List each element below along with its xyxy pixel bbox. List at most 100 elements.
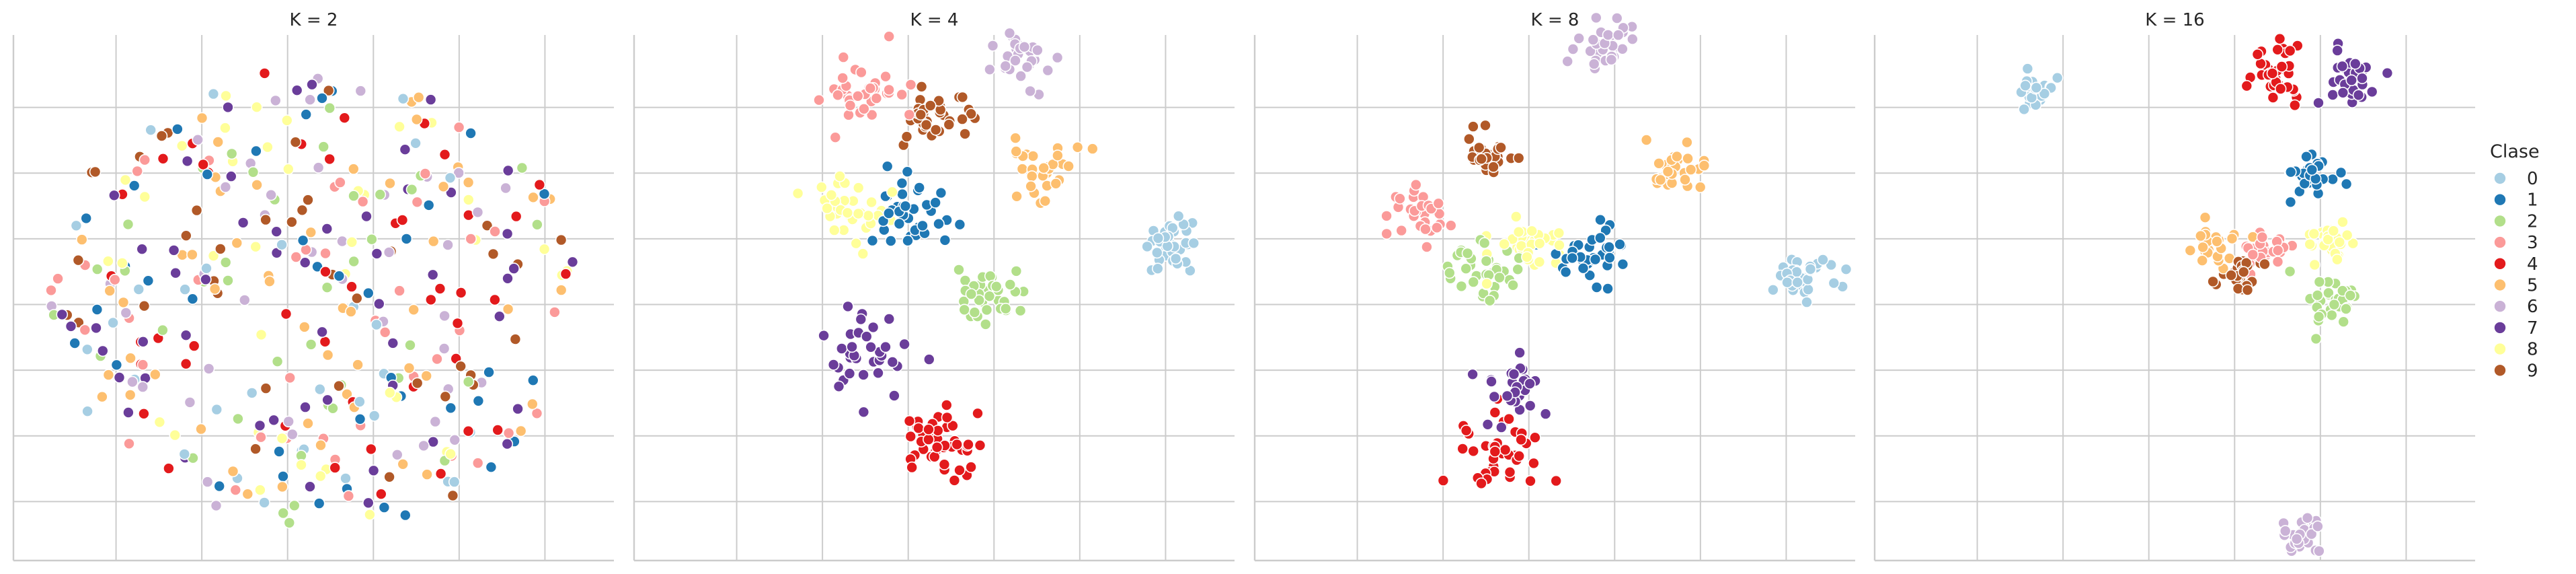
scatter-point-class-6 — [1616, 43, 1629, 55]
scatter-point-class-7 — [2327, 89, 2339, 101]
scatter-point-class-9 — [943, 118, 955, 131]
panel-title: K = 4 — [910, 10, 959, 30]
scatter-point-class-9 — [2241, 284, 2254, 296]
scatter-point-class-1 — [866, 234, 879, 247]
scatter-point-class-0 — [258, 497, 270, 509]
scatter-point-class-7 — [370, 248, 383, 260]
scatter-point-class-2 — [1507, 279, 1519, 291]
scatter-point-class-3 — [255, 431, 267, 443]
scatter-point-class-1 — [933, 217, 945, 230]
scatter-point-class-1 — [1594, 231, 1606, 244]
scatter-point-class-1 — [354, 412, 366, 425]
scatter-point-class-9 — [72, 254, 85, 266]
scatter-point-class-1 — [2300, 151, 2312, 163]
scatter-point-class-8 — [852, 182, 865, 194]
scatter-point-class-2 — [1014, 304, 1027, 317]
scatter-point-class-4 — [974, 439, 986, 452]
scatter-point-class-8 — [852, 207, 865, 220]
scatter-point-class-7 — [387, 337, 399, 349]
grid — [1255, 35, 1855, 561]
scatter-point-class-2 — [91, 263, 104, 275]
scatter-point-class-8 — [2304, 238, 2316, 250]
scatter-point-class-7 — [501, 227, 514, 240]
scatter-point-class-3 — [319, 247, 331, 260]
scatter-point-class-3 — [356, 195, 369, 208]
scatter-point-class-6 — [1573, 32, 1585, 44]
scatter-point-class-2 — [247, 166, 260, 178]
scatter-point-class-4 — [2284, 44, 2296, 57]
scatter-point-class-1 — [273, 445, 285, 458]
scatter-point-class-4 — [962, 438, 974, 451]
scatter-point-class-9 — [1475, 153, 1487, 165]
scatter-point-class-5 — [1694, 181, 1707, 194]
scatter-point-class-8 — [314, 470, 327, 482]
legend-marker — [2493, 342, 2507, 356]
scatter-point-class-6 — [201, 476, 214, 488]
legend-marker — [2493, 363, 2507, 378]
scatter-point-class-3 — [549, 306, 561, 318]
scatter-point-class-0 — [448, 476, 461, 488]
scatter-point-class-0 — [276, 238, 288, 251]
scatter-point-class-6 — [202, 363, 215, 375]
scatter-point-class-8 — [2337, 216, 2349, 228]
scatter-point-class-6 — [265, 188, 277, 201]
scatter-point-class-7 — [1481, 418, 1494, 431]
scatter-point-class-1 — [483, 366, 495, 378]
scatter-point-class-4 — [451, 317, 464, 330]
scatter-point-class-6 — [192, 133, 204, 146]
scatter-point-class-6 — [986, 40, 999, 52]
scatter-point-class-2 — [2310, 332, 2323, 345]
scatter-point-class-6 — [438, 310, 451, 322]
scatter-point-class-5 — [420, 369, 433, 382]
scatter-point-class-5 — [227, 465, 239, 478]
scatter-point-class-7 — [367, 464, 380, 477]
scatter-point-class-5 — [208, 283, 221, 295]
scatter-point-class-9 — [383, 470, 395, 483]
scatter-point-class-0 — [81, 343, 93, 356]
scatter-point-class-9 — [920, 118, 933, 131]
scatter-point-class-4 — [948, 474, 961, 487]
scatter-point-class-3 — [829, 131, 842, 143]
scatter-point-class-7 — [857, 369, 869, 381]
scatter-point-class-8 — [1553, 239, 1565, 252]
scatter-point-class-8 — [102, 255, 114, 268]
scatter-point-class-0 — [132, 283, 145, 295]
scatter-point-class-2 — [2313, 276, 2326, 288]
scatter-point-class-3 — [136, 359, 149, 371]
scatter-point-class-3 — [864, 82, 877, 94]
scatter-point-class-2 — [2337, 316, 2349, 328]
scatter-point-class-1 — [2298, 177, 2311, 190]
scatter-point-class-6 — [1612, 29, 1625, 41]
scatter-point-class-3 — [139, 153, 151, 166]
scatter-point-class-1 — [899, 200, 912, 213]
scatter-point-class-0 — [245, 387, 258, 399]
scatter-point-class-6 — [354, 85, 367, 97]
scatter-point-class-6 — [336, 235, 348, 248]
scatter-point-class-4 — [904, 430, 917, 443]
scatter-point-class-3 — [1431, 221, 1443, 234]
scatter-point-class-0 — [2051, 71, 2064, 84]
scatter-point-class-4 — [972, 407, 984, 420]
scatter-point-class-4 — [1489, 445, 1501, 458]
scatter-point-class-3 — [836, 72, 849, 84]
scatter-point-class-7 — [1495, 421, 1508, 433]
scatter-point-class-0 — [107, 316, 119, 329]
scatter-point-class-9 — [286, 216, 298, 228]
scatter-point-class-4 — [1515, 433, 1527, 446]
scatter-point-class-4 — [938, 458, 951, 471]
scatter-point-class-1 — [935, 186, 947, 199]
scatter-point-class-1 — [896, 188, 908, 201]
scatter-point-class-7 — [502, 164, 514, 177]
scatter-point-class-6 — [999, 60, 1012, 72]
scatter-point-class-3 — [813, 94, 825, 106]
scatter-point-class-4 — [364, 443, 377, 456]
scatter-point-class-4 — [434, 283, 446, 295]
scatter-point-class-8 — [791, 187, 804, 200]
scatter-point-class-7 — [122, 406, 134, 419]
scatter-point-class-6 — [2313, 545, 2325, 557]
scatter-point-class-8 — [2308, 258, 2321, 271]
scatter-point-class-5 — [212, 136, 225, 148]
scatter-point-class-0 — [1172, 210, 1185, 223]
scatter-point-class-1 — [80, 212, 92, 225]
scatter-point-class-2 — [1010, 265, 1023, 277]
